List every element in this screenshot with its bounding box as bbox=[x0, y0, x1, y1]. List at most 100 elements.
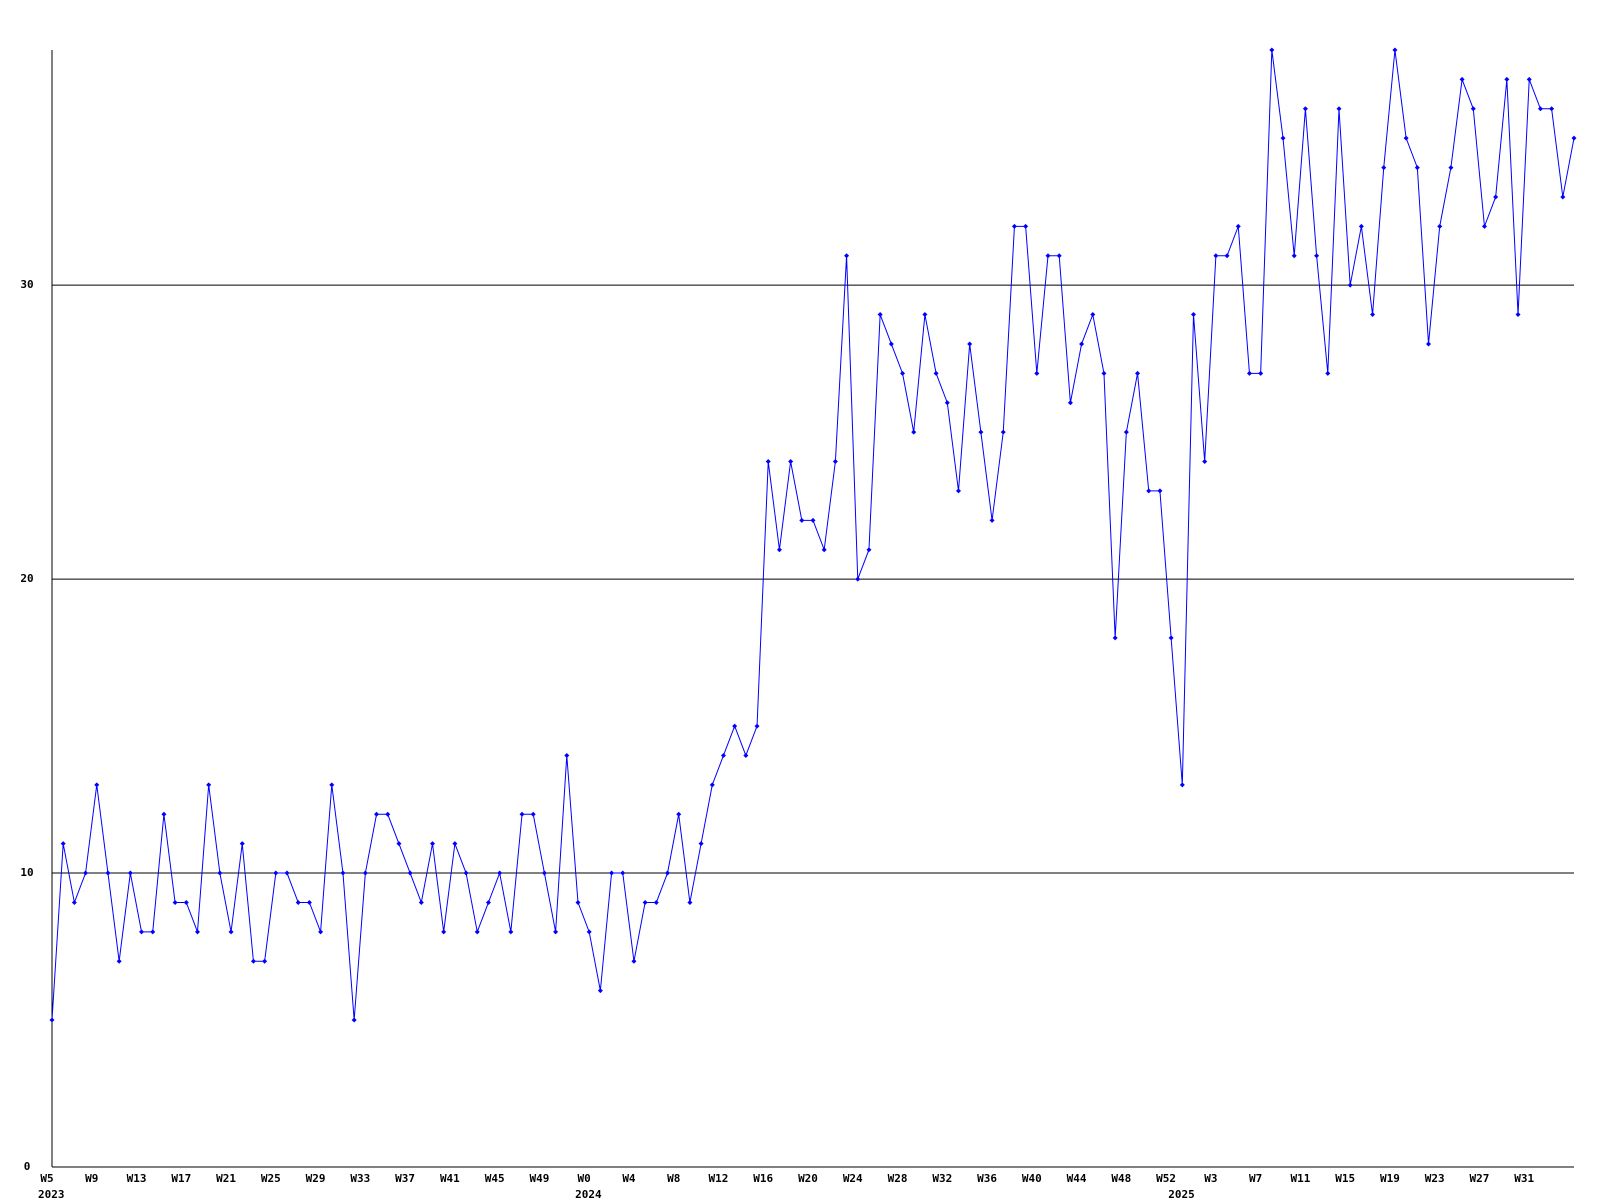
x-tick-label: W25 bbox=[261, 1172, 281, 1185]
point-marker bbox=[139, 929, 145, 935]
point-marker bbox=[642, 899, 648, 905]
point-marker bbox=[832, 459, 838, 465]
point-marker bbox=[1202, 459, 1208, 465]
point-marker bbox=[463, 870, 469, 876]
point-marker bbox=[206, 782, 212, 788]
x-tick-label: W32 bbox=[932, 1172, 952, 1185]
point-marker bbox=[900, 370, 906, 376]
point-marker bbox=[799, 517, 805, 523]
point-marker bbox=[866, 547, 872, 553]
x-tick-label: W15 bbox=[1335, 1172, 1355, 1185]
point-marker bbox=[1056, 253, 1062, 259]
point-marker bbox=[1112, 635, 1118, 641]
x-tick-label: W24 bbox=[843, 1172, 863, 1185]
point-marker bbox=[709, 782, 715, 788]
point-marker bbox=[1191, 312, 1196, 318]
x-group-label: 2025 bbox=[1168, 1188, 1195, 1200]
point-marker bbox=[586, 929, 592, 935]
point-marker bbox=[911, 429, 917, 435]
y-tick-label: 0 bbox=[24, 1160, 31, 1173]
x-tick-label: W0 bbox=[578, 1172, 591, 1185]
point-marker bbox=[1224, 253, 1230, 259]
x-tick-label: W33 bbox=[350, 1172, 370, 1185]
point-marker bbox=[1235, 223, 1241, 229]
point-marker bbox=[1135, 370, 1141, 376]
point-marker bbox=[194, 929, 200, 935]
x-tick-label: W17 bbox=[171, 1172, 191, 1185]
point-marker bbox=[329, 782, 335, 788]
point-marker bbox=[1291, 253, 1297, 259]
x-tick-label: W19 bbox=[1380, 1172, 1400, 1185]
point-marker bbox=[105, 870, 111, 876]
point-marker bbox=[821, 547, 827, 553]
x-tick-label: W45 bbox=[485, 1172, 505, 1185]
point-marker bbox=[1302, 106, 1308, 112]
point-marker bbox=[1179, 782, 1185, 788]
point-marker bbox=[1426, 341, 1432, 347]
point-marker bbox=[877, 312, 883, 318]
point-marker bbox=[1067, 400, 1073, 406]
point-marker bbox=[1448, 165, 1454, 171]
x-tick-label: W20 bbox=[798, 1172, 818, 1185]
point-marker bbox=[922, 312, 928, 318]
point-marker bbox=[340, 870, 346, 876]
point-marker bbox=[844, 253, 850, 259]
x-tick-label: W12 bbox=[709, 1172, 729, 1185]
point-marker bbox=[418, 899, 424, 905]
point-marker bbox=[855, 576, 861, 582]
point-marker bbox=[161, 811, 167, 817]
x-tick-label: W9 bbox=[85, 1172, 98, 1185]
point-marker bbox=[1370, 312, 1376, 318]
point-marker bbox=[967, 341, 973, 347]
point-marker bbox=[150, 929, 156, 935]
point-marker bbox=[1258, 370, 1264, 376]
point-marker bbox=[1381, 165, 1387, 171]
point-marker bbox=[541, 870, 547, 876]
point-marker bbox=[284, 870, 290, 876]
point-marker bbox=[1571, 135, 1577, 141]
x-tick-label: W41 bbox=[440, 1172, 460, 1185]
point-marker bbox=[1325, 370, 1331, 376]
point-marker bbox=[306, 899, 312, 905]
point-marker bbox=[1090, 312, 1096, 318]
point-marker bbox=[172, 899, 178, 905]
point-marker bbox=[1392, 47, 1398, 53]
point-marker bbox=[698, 841, 704, 847]
point-marker bbox=[1549, 106, 1555, 112]
x-tick-label: W37 bbox=[395, 1172, 415, 1185]
point-marker bbox=[351, 1017, 357, 1023]
point-marker bbox=[362, 870, 368, 876]
point-marker bbox=[1414, 165, 1420, 171]
point-marker bbox=[1011, 223, 1017, 229]
point-marker bbox=[776, 547, 782, 553]
x-tick-label: W27 bbox=[1470, 1172, 1490, 1185]
point-marker bbox=[978, 429, 984, 435]
point-marker bbox=[553, 929, 559, 935]
x-tick-label: W52 bbox=[1156, 1172, 1176, 1185]
point-marker bbox=[116, 958, 122, 964]
point-marker bbox=[441, 929, 447, 935]
point-marker bbox=[1123, 429, 1129, 435]
point-marker bbox=[217, 870, 223, 876]
point-marker bbox=[183, 899, 189, 905]
point-marker bbox=[810, 517, 816, 523]
point-marker bbox=[239, 841, 245, 847]
y-tick-label: 30 bbox=[20, 278, 33, 291]
point-marker bbox=[1504, 76, 1510, 82]
point-marker bbox=[262, 958, 268, 964]
point-marker bbox=[228, 929, 234, 935]
x-tick-label: W28 bbox=[888, 1172, 908, 1185]
x-tick-label: W48 bbox=[1111, 1172, 1131, 1185]
point-marker bbox=[933, 370, 939, 376]
x-tick-label: W40 bbox=[1022, 1172, 1042, 1185]
point-marker bbox=[1280, 135, 1286, 141]
y-tick-label: 20 bbox=[20, 572, 33, 585]
x-tick-label: W11 bbox=[1290, 1172, 1310, 1185]
point-marker bbox=[295, 899, 301, 905]
point-marker bbox=[1481, 223, 1487, 229]
point-marker bbox=[94, 782, 100, 788]
point-marker bbox=[665, 870, 671, 876]
x-tick-label: W49 bbox=[529, 1172, 549, 1185]
point-marker bbox=[989, 517, 995, 523]
